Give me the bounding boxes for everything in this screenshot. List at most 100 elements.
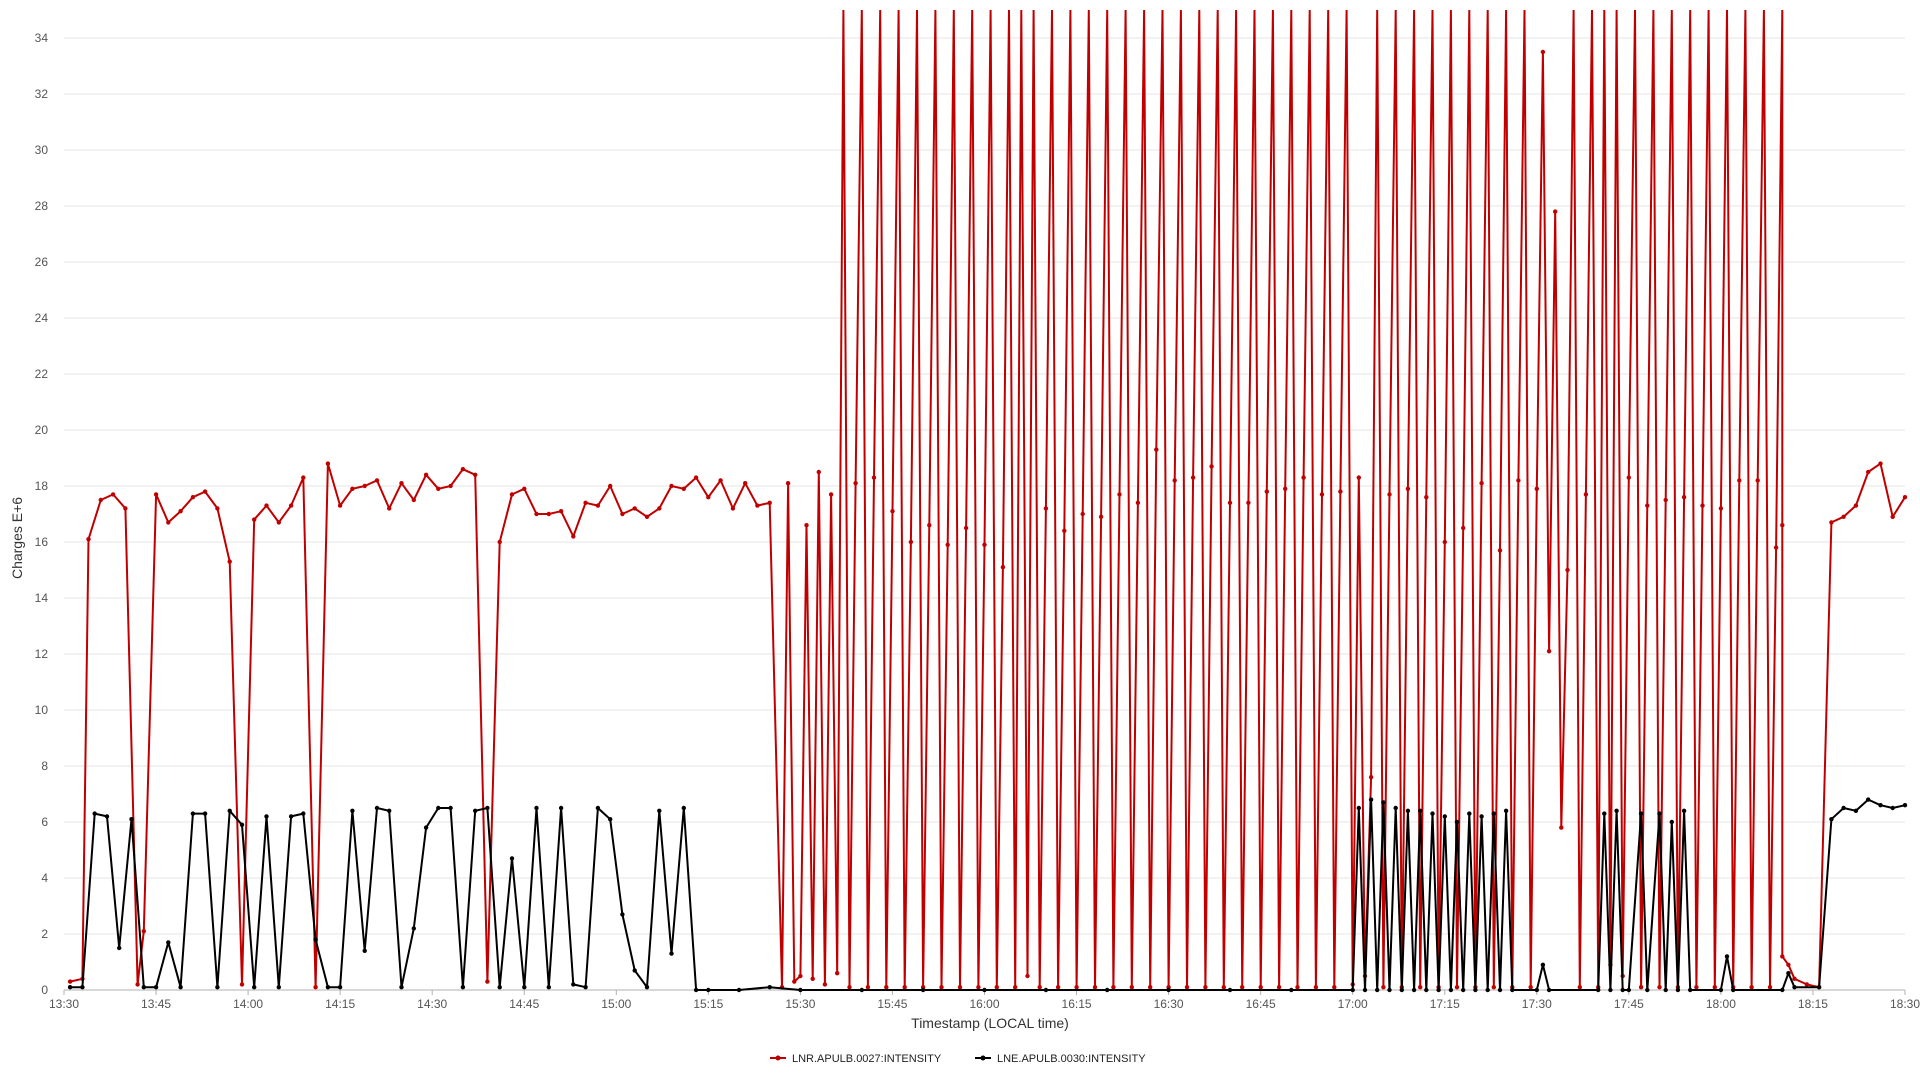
- data-point: [1313, 985, 1319, 990]
- y-tick-label: 2: [41, 927, 48, 941]
- gridlines: [64, 37, 1905, 991]
- data-point: [1461, 525, 1466, 531]
- data-point: [1792, 976, 1797, 981]
- y-tick-label: 10: [35, 703, 49, 717]
- data-point: [252, 517, 257, 522]
- data-point: [1553, 209, 1558, 214]
- data-point: [1780, 987, 1785, 993]
- y-tick-label: 16: [35, 535, 49, 549]
- y-tick-label: 12: [35, 647, 49, 661]
- data-point: [337, 503, 343, 508]
- data-point: [902, 985, 907, 990]
- data-point: [301, 475, 306, 480]
- data-point: [337, 985, 343, 990]
- data-point: [1663, 987, 1668, 993]
- y-tick-label: 8: [41, 759, 48, 773]
- data-point: [1516, 478, 1521, 483]
- x-tick-label: 16:30: [1154, 997, 1184, 1011]
- data-point: [1853, 808, 1859, 813]
- legend-item[interactable]: LNE.APULB.0030:INTENSITY: [975, 1053, 1146, 1065]
- data-point: [1731, 987, 1736, 993]
- data-point: [141, 985, 146, 990]
- data-point: [816, 469, 821, 475]
- data-point: [374, 805, 380, 811]
- data-point: [1596, 987, 1601, 993]
- data-point: [67, 979, 73, 984]
- data-point: [865, 985, 871, 990]
- data-point: [767, 985, 772, 990]
- x-axis-ticks: 13:30 13:45 14:00 14:15 14:30 14:45 15:00 15:15…: [49, 989, 1920, 1011]
- data-point: [755, 503, 760, 508]
- data-point: [1804, 982, 1810, 987]
- data-point: [1546, 649, 1552, 654]
- data-point: [1074, 985, 1079, 990]
- data-point: [129, 817, 134, 822]
- data-point: [399, 481, 404, 486]
- data-point: [1381, 800, 1386, 805]
- data-point: [1043, 506, 1049, 511]
- x-tick-label: 18:00: [1706, 997, 1736, 1011]
- data-point: [1608, 987, 1613, 993]
- data-point: [1442, 539, 1448, 545]
- x-tick-label: 17:30: [1522, 997, 1552, 1011]
- data-point: [153, 985, 159, 990]
- data-point: [1688, 987, 1693, 993]
- data-point: [1626, 475, 1632, 480]
- y-tick-label: 24: [35, 311, 49, 325]
- data-point: [1442, 814, 1448, 819]
- data-point: [1737, 478, 1742, 483]
- series-line: [69, 10, 1906, 989]
- data-point: [1461, 987, 1466, 993]
- data-point: [92, 811, 97, 816]
- data-point: [718, 478, 723, 483]
- data-point: [1479, 814, 1484, 819]
- data-point: [1454, 985, 1460, 990]
- data-point: [1626, 987, 1632, 993]
- data-point: [804, 523, 809, 528]
- y-tick-label: 30: [35, 143, 49, 157]
- data-point: [798, 973, 803, 979]
- data-point: [1497, 987, 1503, 993]
- x-tick-label: 16:15: [1062, 997, 1092, 1011]
- data-point: [853, 481, 858, 486]
- data-point: [423, 472, 429, 477]
- data-point: [657, 808, 662, 813]
- data-point: [178, 985, 183, 990]
- data-point: [1602, 811, 1607, 816]
- data-point: [1000, 565, 1006, 570]
- legend-item[interactable]: LNR.APULB.0027:INTENSITY: [770, 1053, 942, 1065]
- data-point: [1780, 523, 1785, 528]
- data-point: [1565, 567, 1570, 573]
- data-point: [1485, 987, 1490, 993]
- data-point: [1448, 987, 1454, 993]
- data-point: [1669, 819, 1675, 825]
- data-point: [1411, 987, 1417, 993]
- x-tick-label: 14:30: [417, 997, 447, 1011]
- data-point: [313, 937, 318, 942]
- data-point: [859, 987, 864, 993]
- data-point: [1829, 520, 1834, 525]
- data-point: [644, 985, 650, 990]
- data-point: [190, 811, 196, 816]
- data-point: [632, 968, 637, 973]
- data-point: [1902, 803, 1908, 808]
- data-point: [1866, 797, 1871, 802]
- data-point: [460, 467, 466, 472]
- data-point: [730, 506, 736, 511]
- x-tick-label: 17:00: [1338, 997, 1368, 1011]
- data-point: [1381, 985, 1386, 990]
- data-point: [423, 825, 429, 830]
- data-point: [325, 985, 331, 990]
- data-point: [1289, 987, 1294, 993]
- data-point: [460, 985, 466, 990]
- data-point: [644, 514, 650, 519]
- data-point: [252, 985, 257, 990]
- legend[interactable]: LNR.APULB.0027:INTENSITY LNE.APULB.0030:I…: [770, 1053, 1146, 1065]
- data-point: [743, 481, 748, 486]
- data-point: [982, 542, 987, 547]
- data-point: [1559, 825, 1564, 830]
- data-point: [1387, 492, 1392, 497]
- data-point: [1098, 514, 1104, 519]
- data-point: [976, 985, 981, 990]
